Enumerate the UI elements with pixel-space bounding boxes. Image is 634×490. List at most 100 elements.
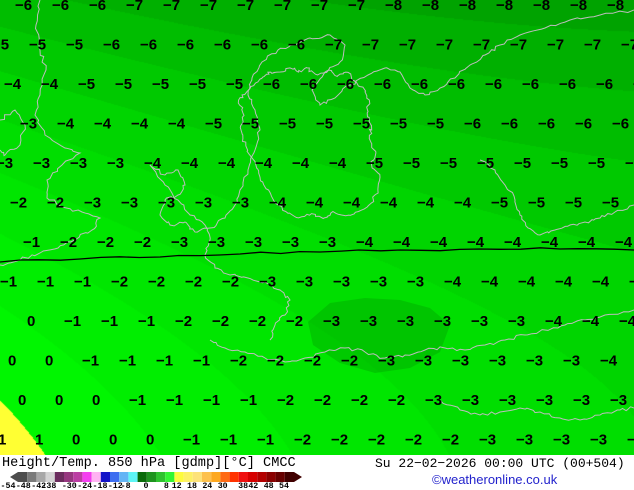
svg-text:1: 1 [35, 432, 43, 449]
svg-text:−2: −2 [97, 234, 114, 251]
svg-text:−6: −6 [485, 76, 502, 93]
svg-text:−3: −3 [573, 392, 590, 409]
svg-text:−2: −2 [341, 353, 358, 370]
svg-text:−3: −3 [489, 353, 506, 370]
svg-text:−3: −3 [208, 234, 225, 251]
svg-text:−7: −7 [621, 37, 634, 54]
svg-text:0: 0 [8, 353, 16, 370]
svg-text:−3: −3 [195, 195, 212, 212]
svg-text:−4: −4 [430, 234, 448, 251]
svg-text:−6: −6 [337, 76, 354, 93]
svg-text:0: 0 [45, 353, 53, 370]
svg-text:−6: −6 [575, 116, 592, 133]
svg-text:−6: −6 [52, 0, 69, 14]
svg-text:−5: −5 [226, 76, 243, 93]
svg-text:−3: −3 [434, 313, 451, 330]
svg-text:−6: −6 [300, 76, 317, 93]
svg-text:−3: −3 [20, 116, 37, 133]
svg-text:−3: −3 [121, 195, 138, 212]
svg-text:−3: −3 [84, 195, 101, 212]
svg-text:−5: −5 [477, 155, 494, 172]
svg-text:−2: −2 [368, 432, 385, 449]
svg-text:−5: −5 [316, 116, 333, 133]
svg-text:−5: −5 [565, 195, 582, 212]
svg-text:−5: −5 [189, 76, 206, 93]
svg-text:0: 0 [109, 432, 117, 449]
svg-text:1: 1 [0, 432, 6, 449]
svg-text:−1: −1 [101, 313, 118, 330]
svg-text:−2: −2 [267, 353, 284, 370]
svg-text:−3: −3 [397, 313, 414, 330]
svg-text:−2: −2 [10, 195, 27, 212]
svg-text:−2: −2 [331, 432, 348, 449]
svg-text:−4: −4 [4, 76, 22, 93]
svg-text:−4: −4 [615, 234, 633, 251]
svg-text:−3: −3 [378, 353, 395, 370]
svg-text:−1: −1 [129, 392, 146, 409]
svg-text:−3: −3 [70, 155, 87, 172]
svg-text:−2: −2 [405, 432, 422, 449]
svg-text:−5: −5 [366, 155, 383, 172]
svg-text:−6: −6 [411, 76, 428, 93]
svg-text:−5: −5 [551, 155, 568, 172]
svg-text:−3: −3 [319, 234, 336, 251]
svg-text:−4: −4 [481, 274, 499, 291]
svg-text:−3: −3 [0, 155, 13, 172]
svg-text:0: 0 [55, 392, 63, 409]
svg-text:−5: −5 [152, 76, 169, 93]
svg-text:−5: −5 [403, 155, 420, 172]
svg-text:−4: −4 [329, 155, 347, 172]
svg-text:−6: −6 [89, 0, 106, 14]
svg-text:−2: −2 [148, 274, 165, 291]
svg-text:−1: −1 [64, 313, 81, 330]
svg-text:−1: −1 [220, 432, 237, 449]
svg-text:−1: −1 [0, 274, 17, 291]
svg-text:−4: −4 [629, 274, 634, 291]
svg-text:−1: −1 [193, 353, 210, 370]
svg-text:−4: −4 [518, 274, 536, 291]
svg-text:−6: −6 [288, 37, 305, 54]
svg-text:−3: −3 [590, 432, 607, 449]
svg-text:−3: −3 [462, 392, 479, 409]
svg-text:−2: −2 [442, 432, 459, 449]
svg-text:−4: −4 [218, 155, 236, 172]
svg-text:−2: −2 [212, 313, 229, 330]
svg-text:−4: −4 [504, 234, 522, 251]
svg-text:−4: −4 [600, 353, 618, 370]
svg-text:−5: −5 [491, 195, 508, 212]
svg-text:−7: −7 [163, 0, 180, 14]
svg-text:−4: −4 [306, 195, 324, 212]
svg-text:−4: −4 [57, 116, 75, 133]
svg-text:−4: −4 [144, 155, 162, 172]
svg-text:−2: −2 [351, 392, 368, 409]
svg-text:−3: −3 [425, 392, 442, 409]
svg-text:−4: −4 [131, 116, 149, 133]
svg-text:−2: −2 [388, 392, 405, 409]
svg-text:−4: −4 [181, 155, 199, 172]
svg-text:−7: −7 [126, 0, 143, 14]
svg-text:−7: −7 [584, 37, 601, 54]
svg-text:−5: −5 [353, 116, 370, 133]
svg-text:−2: −2 [314, 392, 331, 409]
svg-text:−3: −3 [245, 234, 262, 251]
svg-text:−3: −3 [563, 353, 580, 370]
svg-text:0: 0 [92, 392, 100, 409]
svg-text:−4: −4 [555, 274, 573, 291]
svg-text:−5: −5 [0, 37, 9, 54]
svg-text:−6: −6 [103, 37, 120, 54]
svg-text:−6: −6 [177, 37, 194, 54]
svg-text:−5: −5 [242, 116, 259, 133]
svg-text:−6: −6 [501, 116, 518, 133]
svg-text:−4: −4 [343, 195, 361, 212]
svg-text:−6: −6 [559, 76, 576, 93]
svg-text:0: 0 [146, 432, 154, 449]
svg-text:−5: −5 [66, 37, 83, 54]
svg-text:−2: −2 [249, 313, 266, 330]
svg-text:−4: −4 [380, 195, 398, 212]
svg-text:−3: −3 [171, 234, 188, 251]
svg-text:−3: −3 [471, 313, 488, 330]
svg-text:−6: −6 [596, 76, 613, 93]
svg-text:−6: −6 [374, 76, 391, 93]
svg-text:−8: −8 [496, 0, 513, 14]
svg-text:−1: −1 [37, 274, 54, 291]
